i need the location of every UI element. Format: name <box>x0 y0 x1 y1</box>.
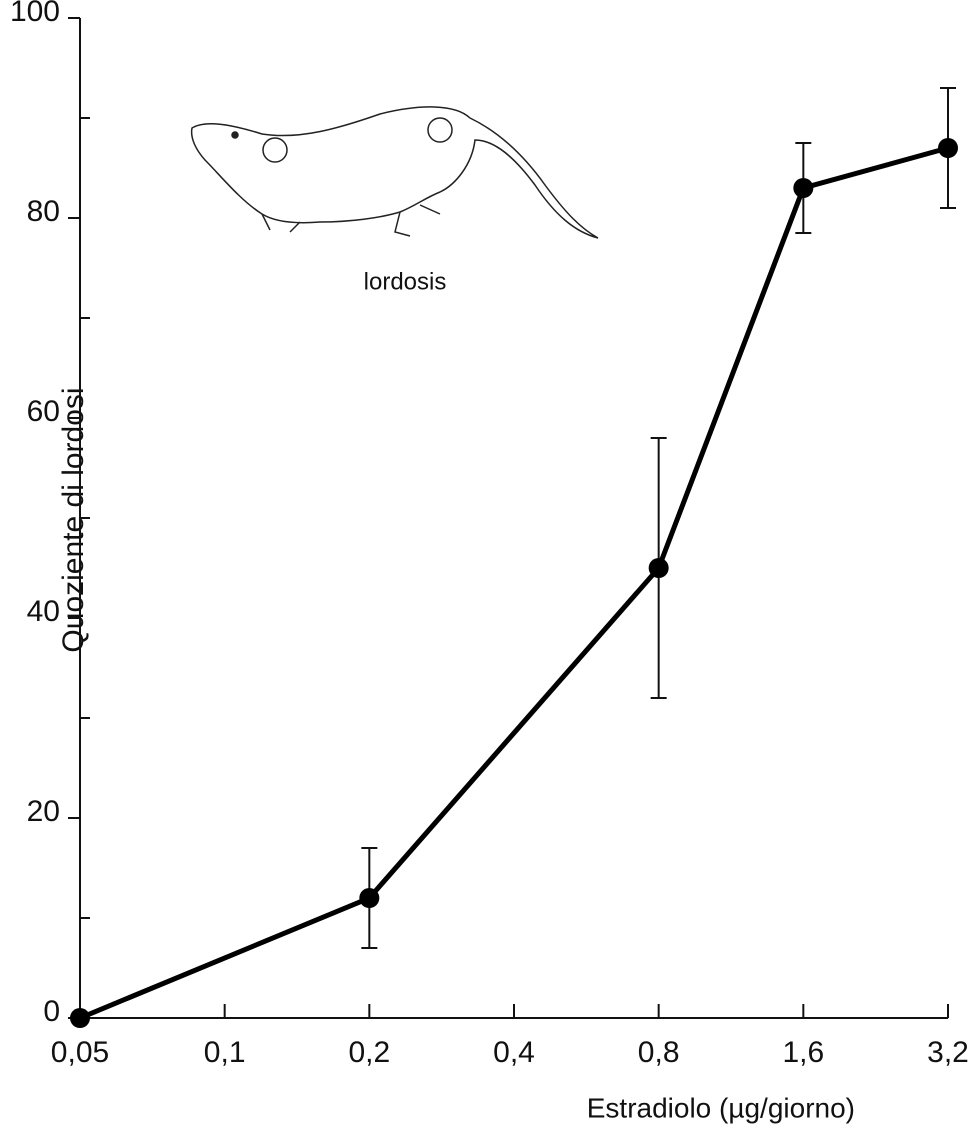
x-tick-label: 0,4 <box>493 1036 535 1069</box>
data-point <box>938 138 958 158</box>
x-tick-label: 0,1 <box>204 1036 246 1069</box>
annotation: lordosis <box>364 268 447 295</box>
x-tick-label: 3,2 <box>927 1036 969 1069</box>
data-point <box>359 888 380 908</box>
y-tick-label: 80 <box>27 195 60 228</box>
data-point <box>793 178 814 198</box>
x-tick-label: 0,2 <box>348 1036 390 1069</box>
data-line <box>79 145 949 1021</box>
data-point <box>648 558 669 578</box>
y-axis-label: Quoziente di lordosi <box>57 387 90 652</box>
y-tick-label: 100 <box>10 0 60 28</box>
data-point <box>70 1008 90 1028</box>
y-tick-label: 20 <box>27 795 60 828</box>
y-tick-label: 60 <box>27 395 60 428</box>
rat-illustration <box>190 106 599 239</box>
y-tick-label: 40 <box>27 595 60 628</box>
x-tick-label: 1,6 <box>782 1036 824 1069</box>
x-tick-label: 0,8 <box>638 1036 680 1069</box>
x-axis-label: Estradiolo (µg/giorno) <box>587 1092 855 1123</box>
x-tick-label: 0,05 <box>51 1036 109 1069</box>
y-tick-label: 0 <box>43 995 60 1028</box>
